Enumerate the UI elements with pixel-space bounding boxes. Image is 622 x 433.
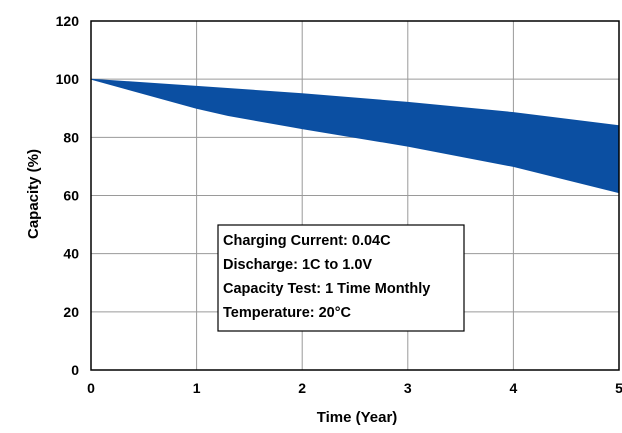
conditions-note: Charging Current: 0.04C Discharge: 1C to… [217, 224, 465, 332]
axes [90, 20, 620, 371]
x-tick-label: 2 [298, 380, 306, 396]
note-charging-current: Charging Current: 0.04C [223, 233, 391, 249]
x-tick-label: 3 [404, 380, 412, 396]
y-axis-title: Capacity (%) [25, 149, 42, 239]
y-tick-label: 40 [63, 246, 79, 262]
note-temperature: Temperature: 20°C [223, 305, 352, 321]
y-tick-label: 100 [56, 71, 80, 87]
plot-frame [90, 20, 620, 371]
y-tick-label: 120 [56, 13, 80, 29]
x-axis-title: Time (Year) [317, 409, 398, 426]
x-tick-labels: 0 1 2 3 4 5 [87, 380, 622, 396]
y-tick-label: 20 [63, 304, 79, 320]
conditions-box [217, 224, 465, 332]
note-capacity-test: Capacity Test: 1 Time Monthly [223, 281, 430, 297]
y-tick-labels: 0 20 40 60 80 100 120 [56, 13, 80, 378]
y-tick-label: 80 [63, 129, 79, 145]
x-tick-label: 0 [87, 380, 95, 396]
y-tick-label: 60 [63, 188, 79, 204]
x-tick-label: 1 [193, 380, 201, 396]
y-tick-label: 0 [71, 362, 79, 378]
note-discharge: Discharge: 1C to 1.0V [223, 257, 372, 273]
x-tick-label: 5 [615, 380, 622, 396]
x-tick-label: 4 [510, 380, 518, 396]
